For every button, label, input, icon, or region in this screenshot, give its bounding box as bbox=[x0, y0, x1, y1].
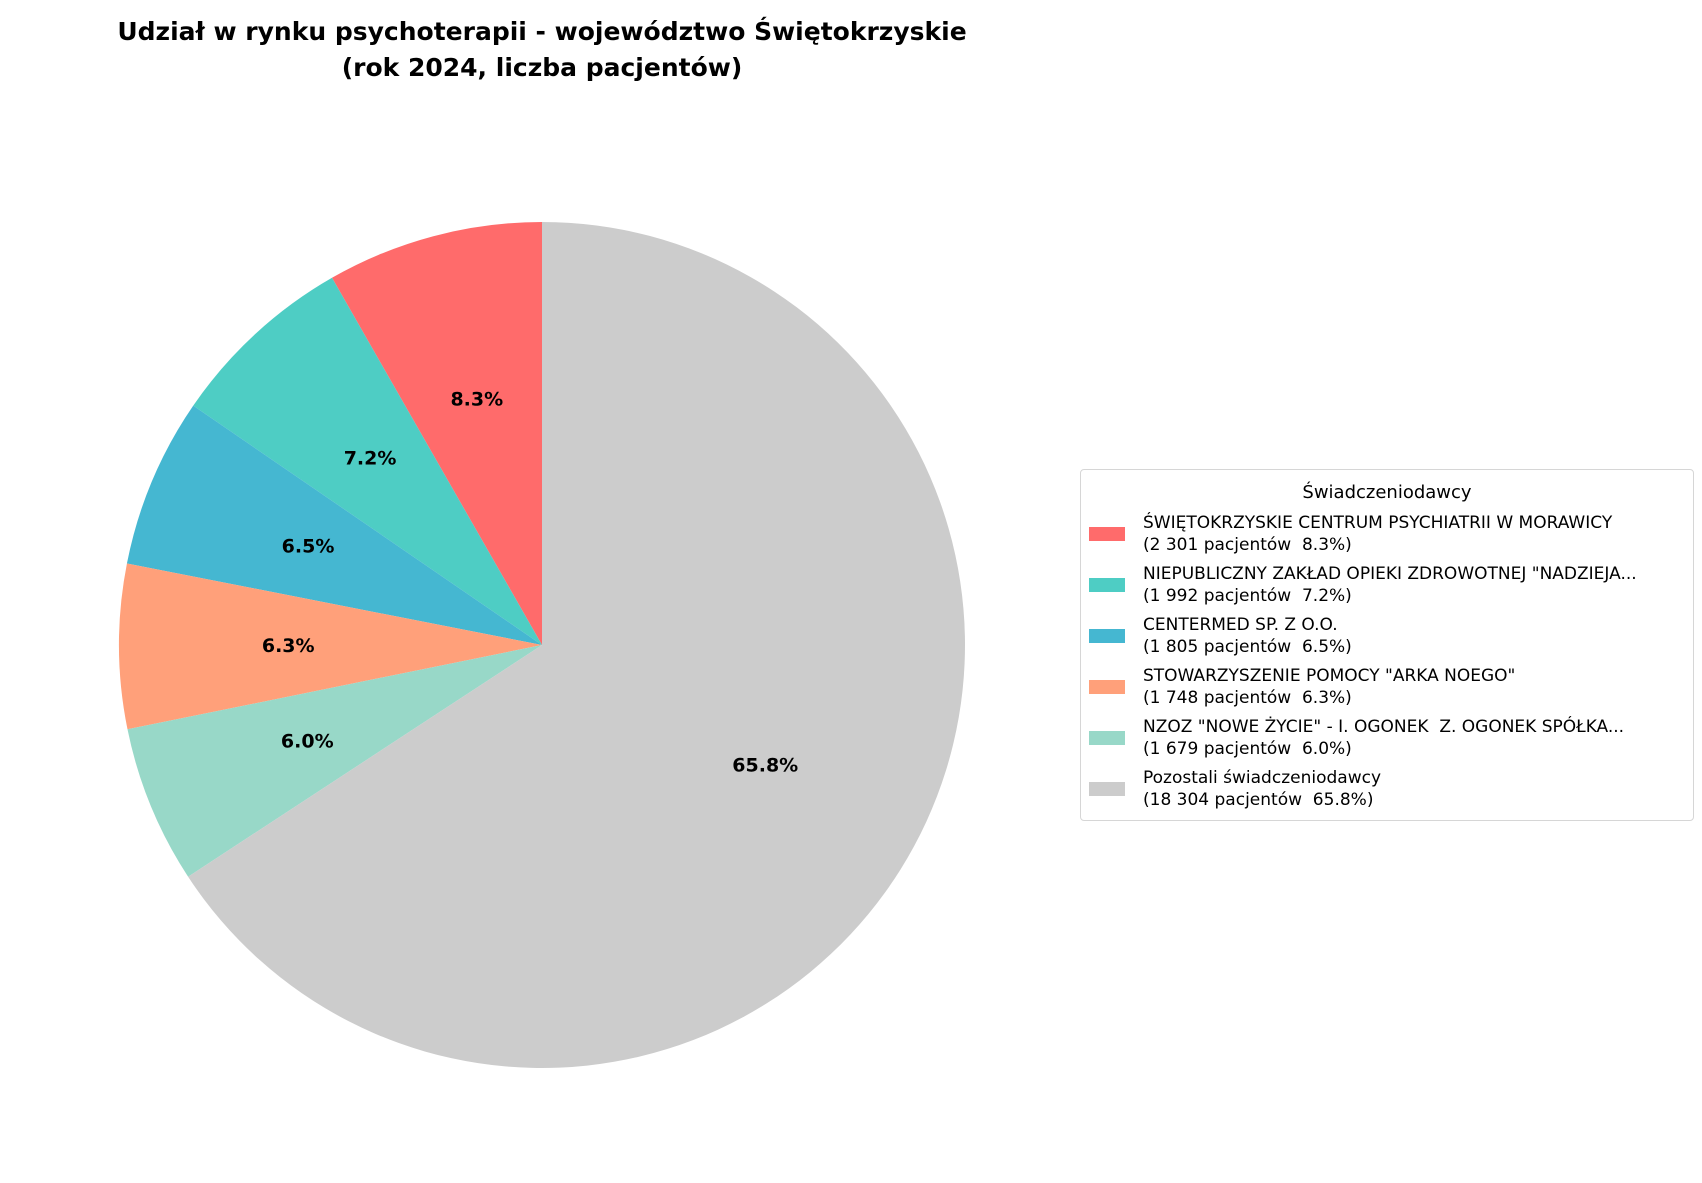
legend-item: Pozostali świadczeniodawcy (18 304 pacjen… bbox=[1081, 763, 1693, 814]
legend-swatch bbox=[1089, 730, 1125, 745]
pie-slice-4 bbox=[127, 645, 543, 877]
legend-label: NZOZ "NOWE ŻYCIE" - I. OGONEK Z. OGONEK … bbox=[1143, 716, 1624, 760]
pie-slice-2 bbox=[126, 405, 542, 645]
pie-slice-1 bbox=[193, 277, 543, 645]
legend-label-name: NZOZ "NOWE ŻYCIE" - I. OGONEK Z. OGONEK … bbox=[1143, 716, 1625, 737]
pie-slice-5 bbox=[188, 222, 965, 1069]
legend-item: CENTERMED SP. Z O.O. (1 805 pacjentów 6.5… bbox=[1081, 610, 1693, 661]
pie-slice-percent-label: 6.0% bbox=[281, 731, 334, 753]
legend-swatch bbox=[1089, 628, 1125, 643]
legend-label-name: CENTERMED SP. Z O.O. bbox=[1143, 614, 1338, 635]
legend-item: ŚWIĘTOKRZYSKIE CENTRUM PSYCHIATRII W MOR… bbox=[1081, 508, 1693, 559]
legend-label-detail: (2 301 pacjentów 8.3%) bbox=[1143, 534, 1352, 555]
legend-label-detail: (1 679 pacjentów 6.0%) bbox=[1143, 738, 1352, 759]
legend-label: CENTERMED SP. Z O.O. (1 805 pacjentów 6.5… bbox=[1143, 614, 1352, 658]
legend-label-detail: (1 748 pacjentów 6.3%) bbox=[1143, 687, 1352, 708]
legend-swatch bbox=[1089, 679, 1125, 694]
legend-label-name: ŚWIĘTOKRZYSKIE CENTRUM PSYCHIATRII W MOR… bbox=[1143, 512, 1613, 533]
chart-title: Udział w rynku psychoterapii - województ… bbox=[42, 14, 1042, 86]
legend-label-detail: (1 805 pacjentów 6.5%) bbox=[1143, 636, 1352, 657]
legend-label: ŚWIĘTOKRZYSKIE CENTRUM PSYCHIATRII W MOR… bbox=[1143, 512, 1612, 556]
legend-swatch bbox=[1089, 781, 1125, 796]
legend-item: NIEPUBLICZNY ZAKŁAD OPIEKI ZDROWOTNEJ "N… bbox=[1081, 559, 1693, 610]
chart-title-line-1: Udział w rynku psychoterapii - województ… bbox=[117, 17, 967, 46]
legend-label-detail: (18 304 pacjentów 65.8%) bbox=[1143, 789, 1374, 810]
pie-slice-percent-label: 7.2% bbox=[344, 447, 397, 469]
pie-slice-3 bbox=[119, 563, 543, 730]
legend-label: NIEPUBLICZNY ZAKŁAD OPIEKI ZDROWOTNEJ "N… bbox=[1143, 563, 1637, 607]
pie-slice-0 bbox=[331, 222, 542, 645]
legend-title: Świadczeniodawcy bbox=[1302, 482, 1472, 503]
legend-label-name: Pozostali świadczeniodawcy bbox=[1143, 767, 1381, 788]
pie-slice-percent-label: 6.5% bbox=[282, 536, 335, 558]
legend-label-detail: (1 992 pacjentów 7.2%) bbox=[1143, 585, 1352, 606]
chart-title-line-2: (rok 2024, liczba pacjentów) bbox=[341, 53, 743, 82]
legend-item: STOWARZYSZENIE POMOCY "ARKA NOEGO" (1 748… bbox=[1081, 661, 1693, 712]
legend-label: Pozostali świadczeniodawcy (18 304 pacjen… bbox=[1143, 767, 1381, 811]
legend: Świadczeniodawcy ŚWIĘTOKRZYSKIE CENTRUM … bbox=[1080, 469, 1694, 821]
legend-label-name: NIEPUBLICZNY ZAKŁAD OPIEKI ZDROWOTNEJ "N… bbox=[1143, 563, 1637, 584]
legend-label: STOWARZYSZENIE POMOCY "ARKA NOEGO" (1 748… bbox=[1143, 665, 1515, 709]
legend-swatch bbox=[1089, 526, 1125, 541]
pie-slice-percent-label: 6.3% bbox=[262, 635, 315, 657]
pie-slice-percent-label: 8.3% bbox=[450, 389, 503, 411]
pie-slice-percent-label: 65.8% bbox=[732, 755, 798, 777]
legend-swatch bbox=[1089, 577, 1125, 592]
legend-label-name: STOWARZYSZENIE POMOCY "ARKA NOEGO" bbox=[1143, 665, 1516, 686]
legend-item: NZOZ "NOWE ŻYCIE" - I. OGONEK Z. OGONEK … bbox=[1081, 712, 1693, 763]
